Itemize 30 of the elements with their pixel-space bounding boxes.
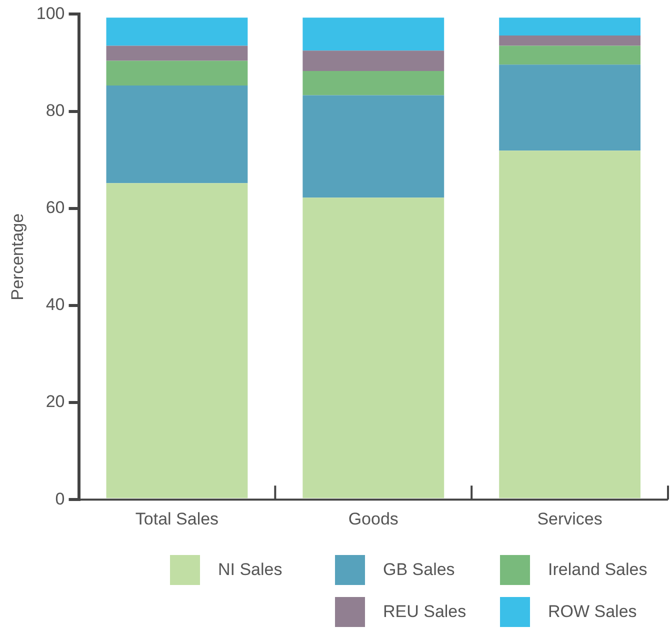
x-tick-label: Goods (348, 509, 398, 528)
bar (302, 50, 444, 71)
bar (106, 86, 248, 184)
y-tick-label: 0 (55, 489, 65, 508)
legend-label: ROW Sales (548, 602, 637, 622)
x-tick-label: Total Sales (135, 509, 219, 528)
bar (499, 36, 641, 46)
y-axis-title: Percentage (8, 213, 27, 300)
bar (302, 95, 444, 198)
y-tick-label: 80 (46, 100, 65, 120)
bar (106, 183, 248, 498)
y-tick-label: 20 (46, 392, 65, 412)
bar (302, 18, 444, 51)
y-tick-label: 100 (36, 4, 65, 23)
bar (106, 18, 248, 46)
bar (106, 46, 248, 61)
bar (499, 18, 641, 36)
bar (106, 60, 248, 86)
bar (302, 198, 444, 498)
x-tick-label: Services (537, 509, 602, 528)
legend-label: NI Sales (218, 560, 282, 580)
bar (499, 64, 641, 151)
legend-label: Ireland Sales (548, 560, 648, 580)
bar (499, 150, 641, 498)
y-tick-label: 40 (46, 295, 65, 314)
bar (302, 70, 444, 96)
legend-label: GB Sales (383, 560, 455, 580)
bar (499, 46, 641, 65)
legend-label: REU Sales (383, 602, 466, 622)
y-tick-label: 60 (46, 198, 65, 218)
